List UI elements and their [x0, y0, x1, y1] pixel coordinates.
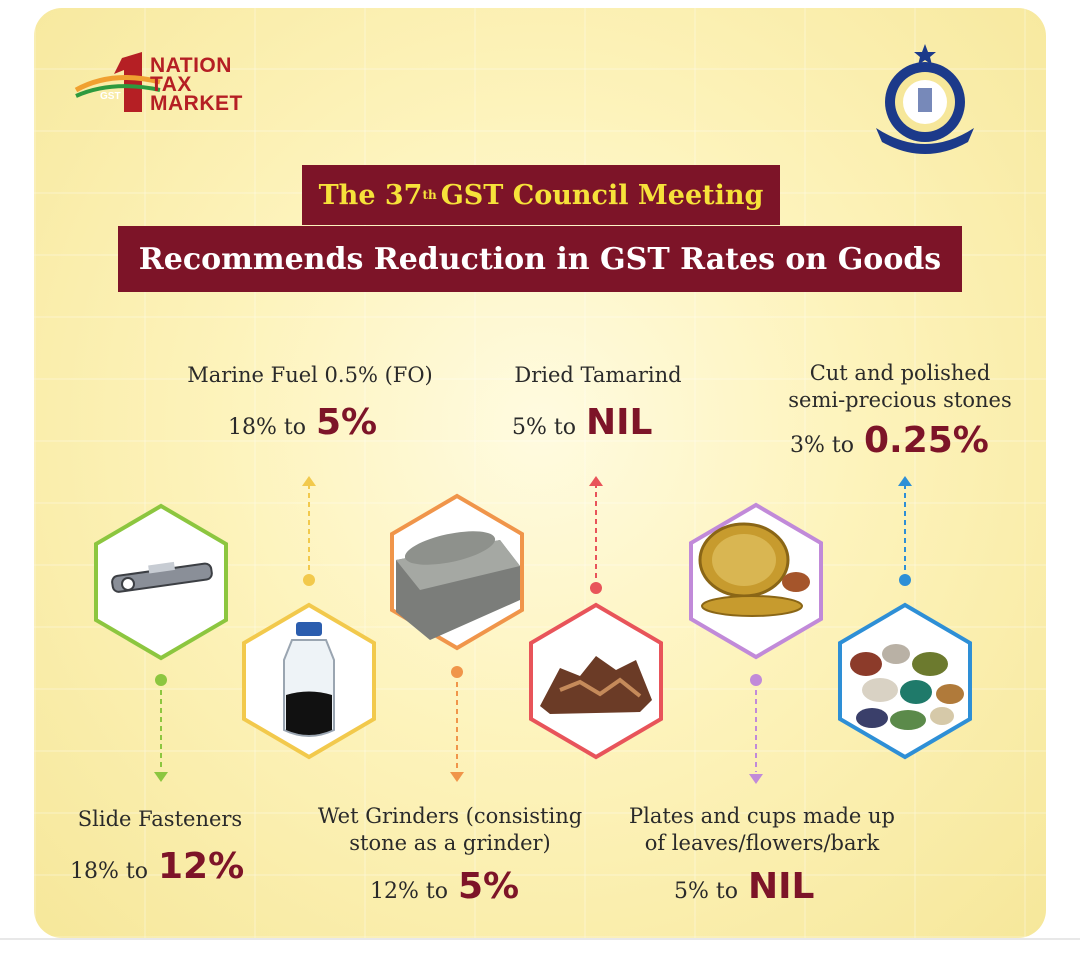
- leaf-plate-icon: [698, 522, 810, 617]
- subtitle-banner: Recommends Reduction in GST Rates on Goo…: [118, 226, 962, 292]
- gemstones-icon: [850, 644, 964, 730]
- fuel-bottle-icon: [283, 622, 335, 737]
- slide-fasteners-connector: [154, 674, 168, 782]
- marine-fuel-hexagon: [242, 602, 376, 760]
- leaf-plates-label: Plates and cups made up of leaves/flower…: [629, 804, 895, 855]
- logo-gst-badge: GST: [100, 91, 121, 102]
- background-tiles: [34, 8, 1046, 938]
- marine-fuel-rate: 18% to 5%: [228, 402, 378, 443]
- dried-tamarind-hexagon: [529, 602, 663, 760]
- slide-fasteners-hexagon: [94, 503, 228, 661]
- infographic-card: [34, 8, 1046, 938]
- tamarind-icon: [540, 656, 652, 714]
- slide-fasteners-label: Slide Fasteners: [77, 807, 243, 831]
- grinding-stone-icon: [396, 531, 520, 640]
- one-nation-logo: [74, 52, 161, 112]
- slide-fasteners-rate: 18% to 12%: [70, 846, 245, 887]
- dried-tamarind-label: Dried Tamarind: [514, 363, 682, 387]
- marine-fuel-connector: [302, 476, 316, 586]
- wet-grinders-label: Wet Grinders (consisting stone as a grin…: [317, 804, 583, 855]
- leaf-plates-rate: 5% to NIL: [674, 866, 815, 907]
- wet-grinders-rate: 12% to 5%: [370, 866, 520, 907]
- leaf-plates-hexagon: [689, 502, 823, 660]
- stones-connector: [898, 476, 912, 586]
- stones-label: Cut and polished semi-precious stones: [788, 361, 1012, 412]
- bottom-divider: [0, 938, 1080, 940]
- leaf-plates-connector: [749, 674, 763, 784]
- wet-grinders-connector: [450, 666, 464, 782]
- slide-fastener-icon: [111, 561, 213, 593]
- dried-tamarind-connector: [589, 476, 603, 594]
- stones-hexagon: [838, 602, 972, 760]
- marine-fuel-label: Marine Fuel 0.5% (FO): [187, 363, 433, 387]
- stones-rate: 3% to 0.25%: [790, 420, 989, 461]
- logo-text: NATION TAX MARKET: [150, 54, 243, 115]
- wet-grinders-hexagon: [390, 493, 524, 651]
- cbic-emblem-icon: [876, 44, 974, 154]
- dried-tamarind-rate: 5% to NIL: [512, 402, 653, 443]
